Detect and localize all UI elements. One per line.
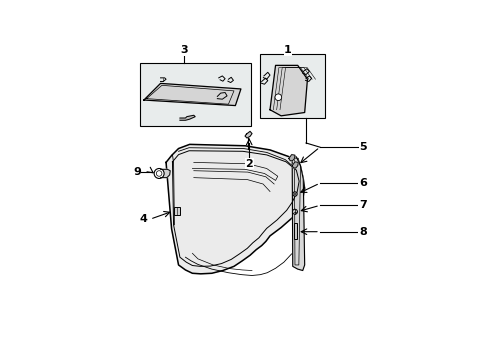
Text: 6: 6 (358, 178, 366, 188)
Circle shape (274, 94, 281, 100)
Text: 4: 4 (140, 214, 147, 224)
Polygon shape (166, 144, 304, 274)
Text: 9: 9 (133, 167, 141, 177)
Bar (140, 63, 250, 126)
Circle shape (293, 193, 295, 195)
Polygon shape (244, 131, 251, 138)
Circle shape (292, 192, 297, 196)
Text: 5: 5 (358, 142, 366, 152)
Circle shape (154, 168, 164, 179)
Polygon shape (143, 84, 241, 105)
Bar (293, 222, 297, 239)
Polygon shape (160, 169, 170, 177)
Text: 2: 2 (245, 159, 253, 169)
Circle shape (156, 171, 162, 176)
Polygon shape (288, 155, 294, 161)
Polygon shape (269, 66, 307, 116)
Polygon shape (292, 162, 298, 168)
Bar (173, 207, 179, 215)
Polygon shape (292, 157, 304, 270)
Polygon shape (180, 115, 195, 120)
Text: 1: 1 (284, 45, 291, 55)
Circle shape (292, 209, 297, 214)
Text: 8: 8 (358, 227, 366, 237)
Bar (260, 54, 325, 118)
Text: 3: 3 (180, 45, 187, 55)
Text: 7: 7 (358, 201, 366, 210)
